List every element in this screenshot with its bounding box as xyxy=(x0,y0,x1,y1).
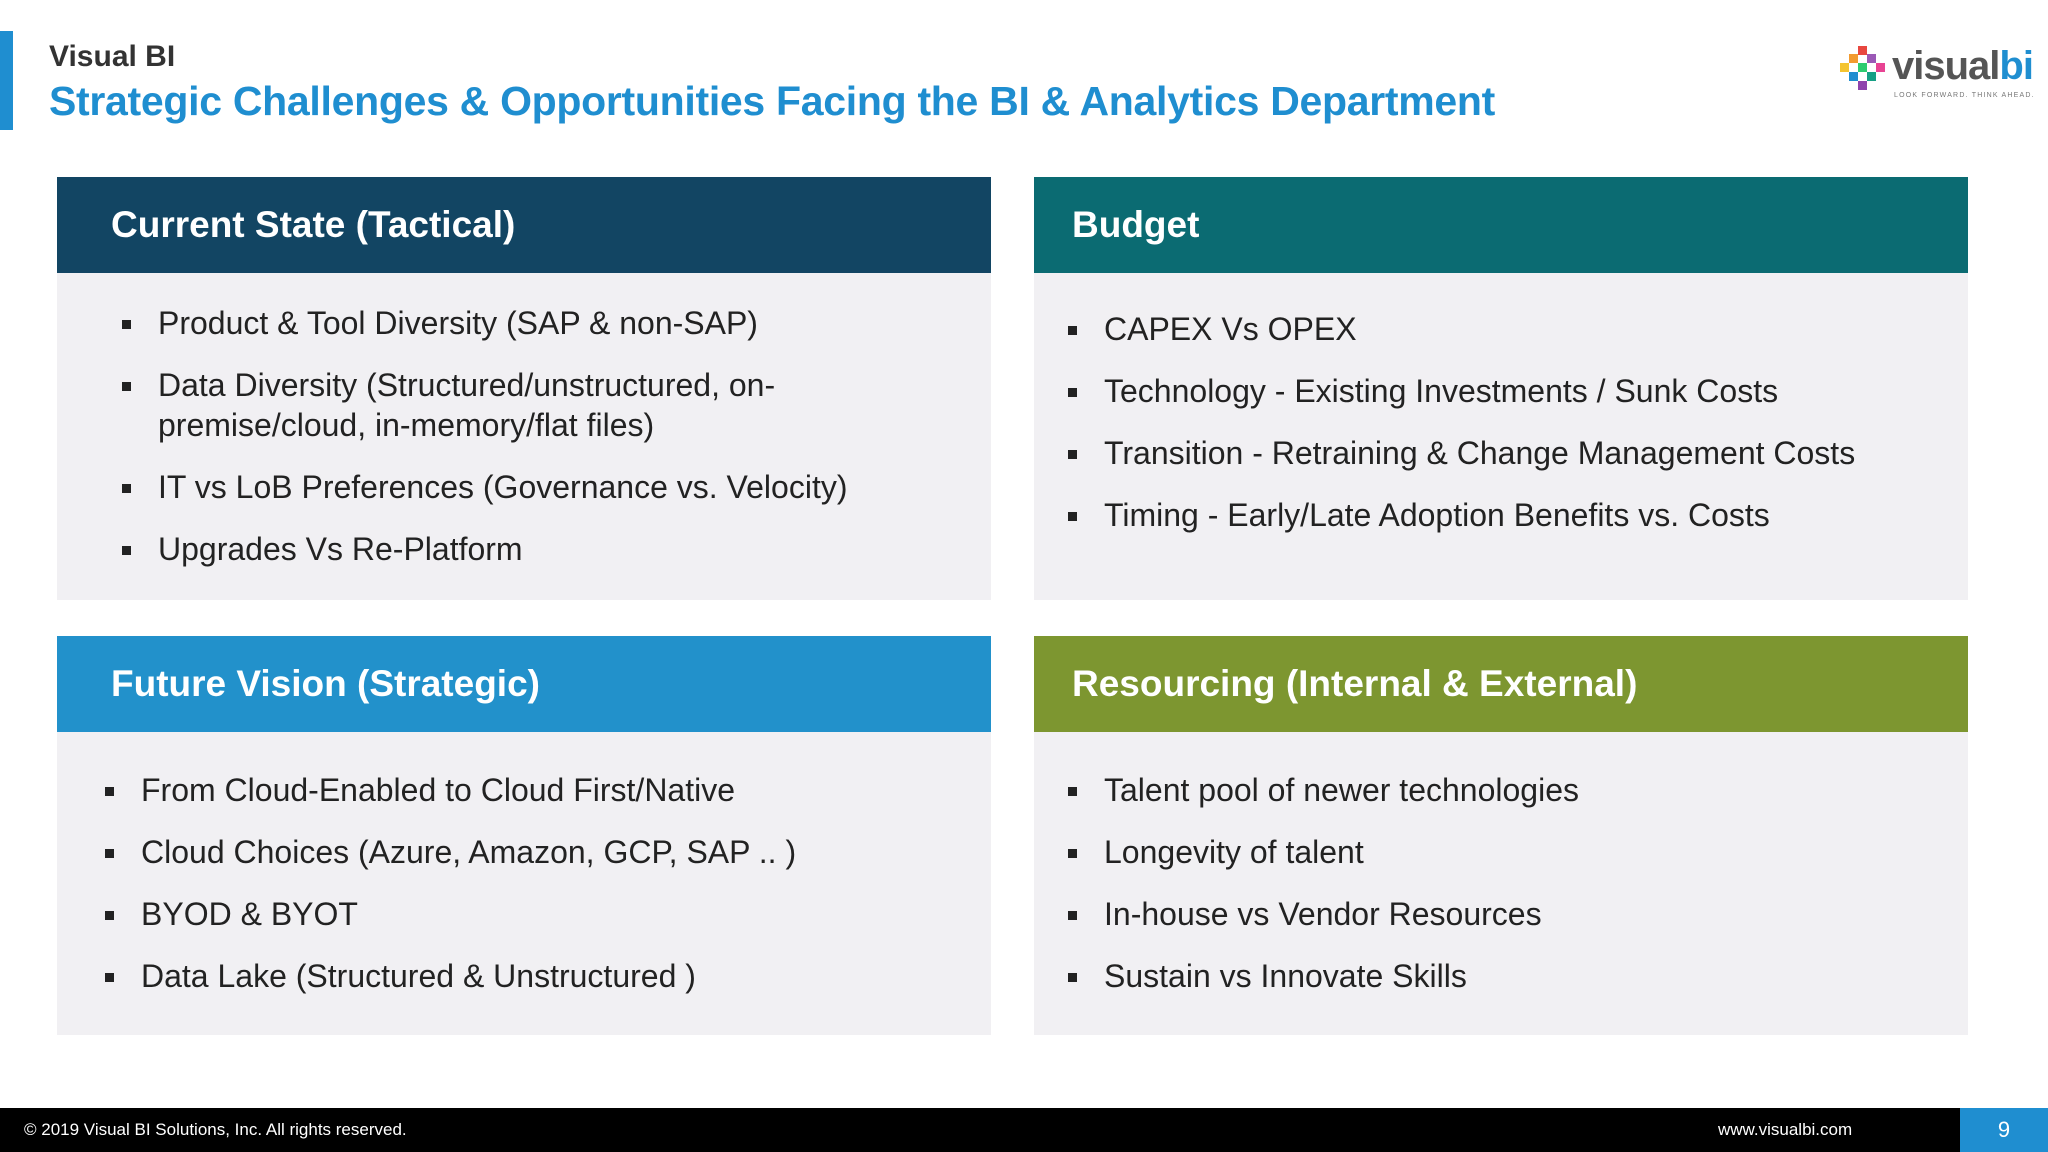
budget-list: CAPEX Vs OPEX Technology - Existing Inve… xyxy=(1066,309,1968,535)
list-item: CAPEX Vs OPEX xyxy=(1066,309,1968,349)
list-item: IT vs LoB Preferences (Governance vs. Ve… xyxy=(120,467,991,507)
budget-body: CAPEX Vs OPEX Technology - Existing Inve… xyxy=(1034,273,1968,600)
list-item: Sustain vs Innovate Skills xyxy=(1066,956,1968,996)
logo-text-main: visual xyxy=(1892,44,2000,88)
current-state-box: Current State (Tactical) Product & Tool … xyxy=(57,177,991,600)
current-state-list: Product & Tool Diversity (SAP & non-SAP)… xyxy=(120,303,991,569)
list-item: BYOD & BYOT xyxy=(103,894,991,934)
list-item: Timing - Early/Late Adoption Benefits vs… xyxy=(1066,495,1968,535)
current-state-body: Product & Tool Diversity (SAP & non-SAP)… xyxy=(57,273,991,600)
company-name: Visual BI xyxy=(49,40,176,73)
future-vision-heading: Future Vision (Strategic) xyxy=(57,636,991,732)
list-item: Product & Tool Diversity (SAP & non-SAP) xyxy=(120,303,991,343)
list-item: In-house vs Vendor Resources xyxy=(1066,894,1968,934)
resourcing-heading: Resourcing (Internal & External) xyxy=(1034,636,1968,732)
list-item: Data Lake (Structured & Unstructured ) xyxy=(103,956,991,996)
future-vision-body: From Cloud-Enabled to Cloud First/Native… xyxy=(57,732,991,1035)
website-link[interactable]: www.visualbi.com xyxy=(1718,1120,1853,1139)
resourcing-body: Talent pool of newer technologies Longev… xyxy=(1034,732,1968,1035)
copyright-text: © 2019 Visual BI Solutions, Inc. All rig… xyxy=(24,1120,407,1139)
list-item: Upgrades Vs Re-Platform xyxy=(120,529,991,569)
list-item: Data Diversity (Structured/unstructured,… xyxy=(120,365,838,445)
budget-box: Budget CAPEX Vs OPEX Technology - Existi… xyxy=(1034,177,1968,600)
logo-text-accent: bi xyxy=(1999,44,2034,88)
visualbi-logo: visualbi LOOK FORWARD. THINK AHEAD. xyxy=(1840,42,2034,106)
future-vision-box: Future Vision (Strategic) From Cloud-Ena… xyxy=(57,636,991,1035)
logo-tagline: LOOK FORWARD. THINK AHEAD. xyxy=(1894,92,2035,99)
list-item: Transition - Retraining & Change Managem… xyxy=(1066,433,1968,473)
list-item: From Cloud-Enabled to Cloud First/Native xyxy=(103,770,991,810)
budget-heading: Budget xyxy=(1034,177,1968,273)
list-item: Technology - Existing Investments / Sunk… xyxy=(1066,371,1968,411)
cube-logo-icon xyxy=(1840,46,1885,90)
current-state-heading: Current State (Tactical) xyxy=(57,177,991,273)
slide-title: Strategic Challenges & Opportunities Fac… xyxy=(49,78,1496,124)
list-item: Talent pool of newer technologies xyxy=(1066,770,1968,810)
resourcing-list: Talent pool of newer technologies Longev… xyxy=(1066,770,1968,996)
page-number: 9 xyxy=(1960,1108,2048,1152)
list-item: Longevity of talent xyxy=(1066,832,1968,872)
resourcing-box: Resourcing (Internal & External) Talent … xyxy=(1034,636,1968,1035)
future-vision-list: From Cloud-Enabled to Cloud First/Native… xyxy=(103,770,991,996)
list-item: Cloud Choices (Azure, Amazon, GCP, SAP .… xyxy=(103,832,991,872)
title-accent-bar xyxy=(0,31,13,130)
footer-bar: © 2019 Visual BI Solutions, Inc. All rig… xyxy=(0,1108,2048,1152)
